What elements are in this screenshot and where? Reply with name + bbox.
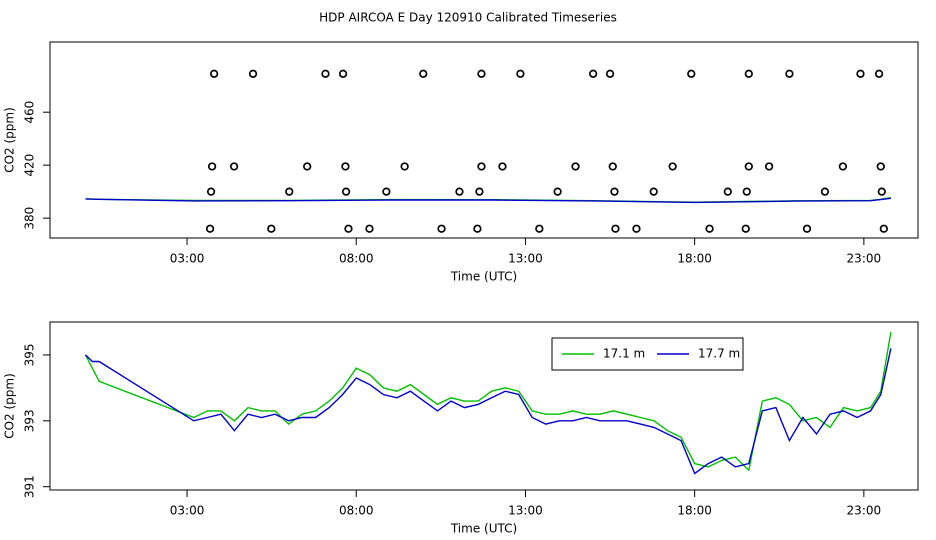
data-point xyxy=(605,69,615,78)
legend-label: 17.1 m xyxy=(603,347,645,361)
data-point xyxy=(437,224,446,233)
data-point xyxy=(535,224,544,233)
data-point xyxy=(400,162,409,171)
data-point xyxy=(248,69,258,78)
data-point xyxy=(764,162,774,171)
data-point xyxy=(344,224,353,233)
data-point xyxy=(205,224,215,233)
data-point xyxy=(341,187,351,196)
data-point xyxy=(876,162,885,171)
y-axis-title: CO2 (ppm) xyxy=(3,107,17,173)
chart-title: HDP AIRCOA E Day 120910 Calibrated Times… xyxy=(319,11,617,25)
plot-frame xyxy=(49,41,919,239)
data-point xyxy=(229,162,239,171)
data-point xyxy=(475,187,484,196)
data-point xyxy=(723,187,732,196)
data-point xyxy=(303,162,312,171)
data-point xyxy=(874,69,884,78)
data-point xyxy=(877,187,886,196)
data-point xyxy=(498,162,507,171)
series-line xyxy=(85,197,891,204)
x-axis-title: Time (UTC) xyxy=(450,522,517,536)
data-point xyxy=(610,187,619,196)
data-point xyxy=(473,224,482,233)
data-point xyxy=(838,162,848,171)
x-tick-label: 13:00 xyxy=(508,252,543,266)
y-tick-label: 393 xyxy=(23,409,37,432)
data-point xyxy=(705,224,714,233)
x-tick-label: 18:00 xyxy=(677,504,712,518)
data-point xyxy=(687,69,696,78)
data-point xyxy=(516,69,525,78)
data-point xyxy=(820,187,830,196)
x-tick-label: 23:00 xyxy=(847,504,882,518)
data-point xyxy=(477,162,486,171)
data-point xyxy=(341,162,350,171)
data-point xyxy=(668,162,677,171)
data-point xyxy=(365,224,374,233)
y-tick-label: 420 xyxy=(23,154,37,177)
data-point xyxy=(588,69,598,78)
data-point xyxy=(744,162,753,171)
series-line xyxy=(85,348,892,475)
data-point xyxy=(802,224,812,233)
x-tick-label: 23:00 xyxy=(847,252,882,266)
plot-frame xyxy=(49,321,919,491)
x-axis-title: Time (UTC) xyxy=(450,270,517,284)
legend-label: 17.7 m xyxy=(698,347,740,361)
data-point xyxy=(632,224,641,233)
data-point xyxy=(267,224,276,233)
data-point xyxy=(455,187,464,196)
data-point xyxy=(611,224,620,233)
y-axis-title: CO2 (ppm) xyxy=(3,373,17,439)
data-point xyxy=(879,224,888,233)
x-tick-label: 13:00 xyxy=(508,504,543,518)
x-tick-label: 08:00 xyxy=(339,504,374,518)
data-point xyxy=(209,69,219,78)
data-point xyxy=(785,69,794,78)
y-tick-label: 395 xyxy=(23,343,37,366)
data-point xyxy=(553,187,562,196)
data-point xyxy=(285,187,294,196)
y-tick-label: 391 xyxy=(23,475,37,498)
data-point xyxy=(206,187,216,196)
y-tick-label: 380 xyxy=(23,207,37,230)
data-point xyxy=(571,162,580,171)
x-tick-label: 18:00 xyxy=(677,252,712,266)
y-tick-label: 460 xyxy=(23,101,37,124)
data-point xyxy=(321,69,330,78)
x-tick-label: 03:00 xyxy=(170,504,205,518)
data-point xyxy=(649,187,658,196)
data-point xyxy=(382,187,391,196)
series-line xyxy=(84,331,892,472)
data-point xyxy=(856,69,865,78)
data-point xyxy=(608,162,617,171)
data-point xyxy=(477,69,486,78)
data-point xyxy=(742,187,751,196)
data-point xyxy=(419,69,428,78)
x-tick-label: 08:00 xyxy=(339,252,374,266)
data-point xyxy=(338,69,348,78)
data-point xyxy=(744,69,753,78)
x-tick-label: 03:00 xyxy=(170,252,205,266)
data-point xyxy=(207,162,217,171)
data-point xyxy=(741,224,750,233)
